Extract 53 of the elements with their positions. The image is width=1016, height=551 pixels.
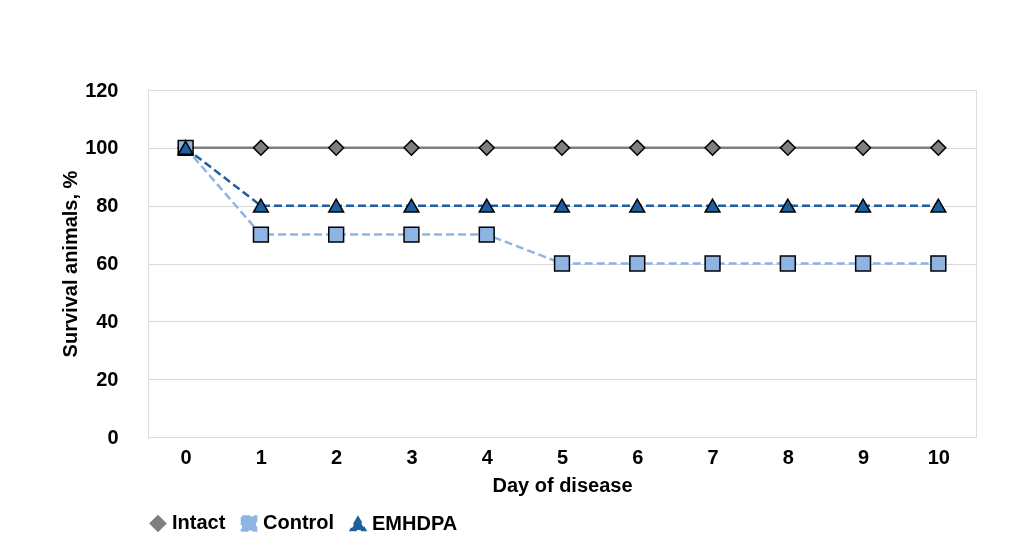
point — [854, 255, 872, 272]
point — [478, 226, 495, 243]
point — [779, 198, 796, 213]
point — [629, 139, 646, 156]
x-axis-title: Day of disease — [492, 473, 633, 496]
point — [553, 198, 571, 213]
point — [930, 255, 947, 272]
point — [629, 255, 646, 272]
x-tick-label: 0 — [180, 445, 192, 468]
point — [629, 198, 646, 213]
point — [704, 139, 721, 156]
x-tick-label: 2 — [331, 445, 343, 468]
point — [930, 198, 947, 213]
y-tick-label: 0 — [107, 425, 119, 448]
y-tick-label: 20 — [96, 367, 119, 390]
x-tick-label: 5 — [556, 445, 569, 468]
point — [854, 139, 872, 156]
point — [704, 255, 721, 272]
point — [403, 139, 420, 156]
point — [252, 226, 270, 243]
y-axis-title: Survival animals, % — [59, 170, 82, 358]
point — [403, 198, 420, 213]
point — [478, 198, 495, 213]
point — [854, 198, 872, 213]
x-tick-label: 6 — [632, 445, 644, 468]
y-tick-label: 40 — [96, 309, 119, 332]
x-tick-label: 3 — [406, 445, 418, 468]
point — [478, 139, 495, 156]
x-tick-label: 4 — [481, 445, 494, 468]
y-tick-label: 60 — [96, 252, 119, 274]
point — [252, 198, 270, 213]
point — [779, 255, 796, 272]
x-tick-label: 1 — [255, 445, 267, 468]
point — [779, 139, 796, 156]
x-tick-label: 10 — [927, 445, 950, 468]
point — [930, 139, 947, 156]
point — [328, 226, 345, 243]
y-tick-label: 80 — [96, 194, 119, 217]
point — [328, 198, 345, 213]
y-tick-label: 120 — [85, 78, 119, 101]
point — [704, 198, 721, 213]
legend-label: Control — [263, 511, 335, 534]
point — [553, 139, 571, 156]
point — [252, 139, 270, 156]
legend-label: EMHDPA — [372, 511, 458, 534]
point — [403, 226, 420, 243]
point — [553, 255, 571, 272]
x-tick-label: 7 — [707, 445, 719, 468]
y-tick-label: 100 — [85, 136, 119, 159]
x-tick-label: 9 — [858, 445, 870, 468]
x-tick-label: 8 — [782, 445, 794, 468]
legend-label: Intact — [172, 511, 226, 534]
point — [328, 139, 345, 156]
